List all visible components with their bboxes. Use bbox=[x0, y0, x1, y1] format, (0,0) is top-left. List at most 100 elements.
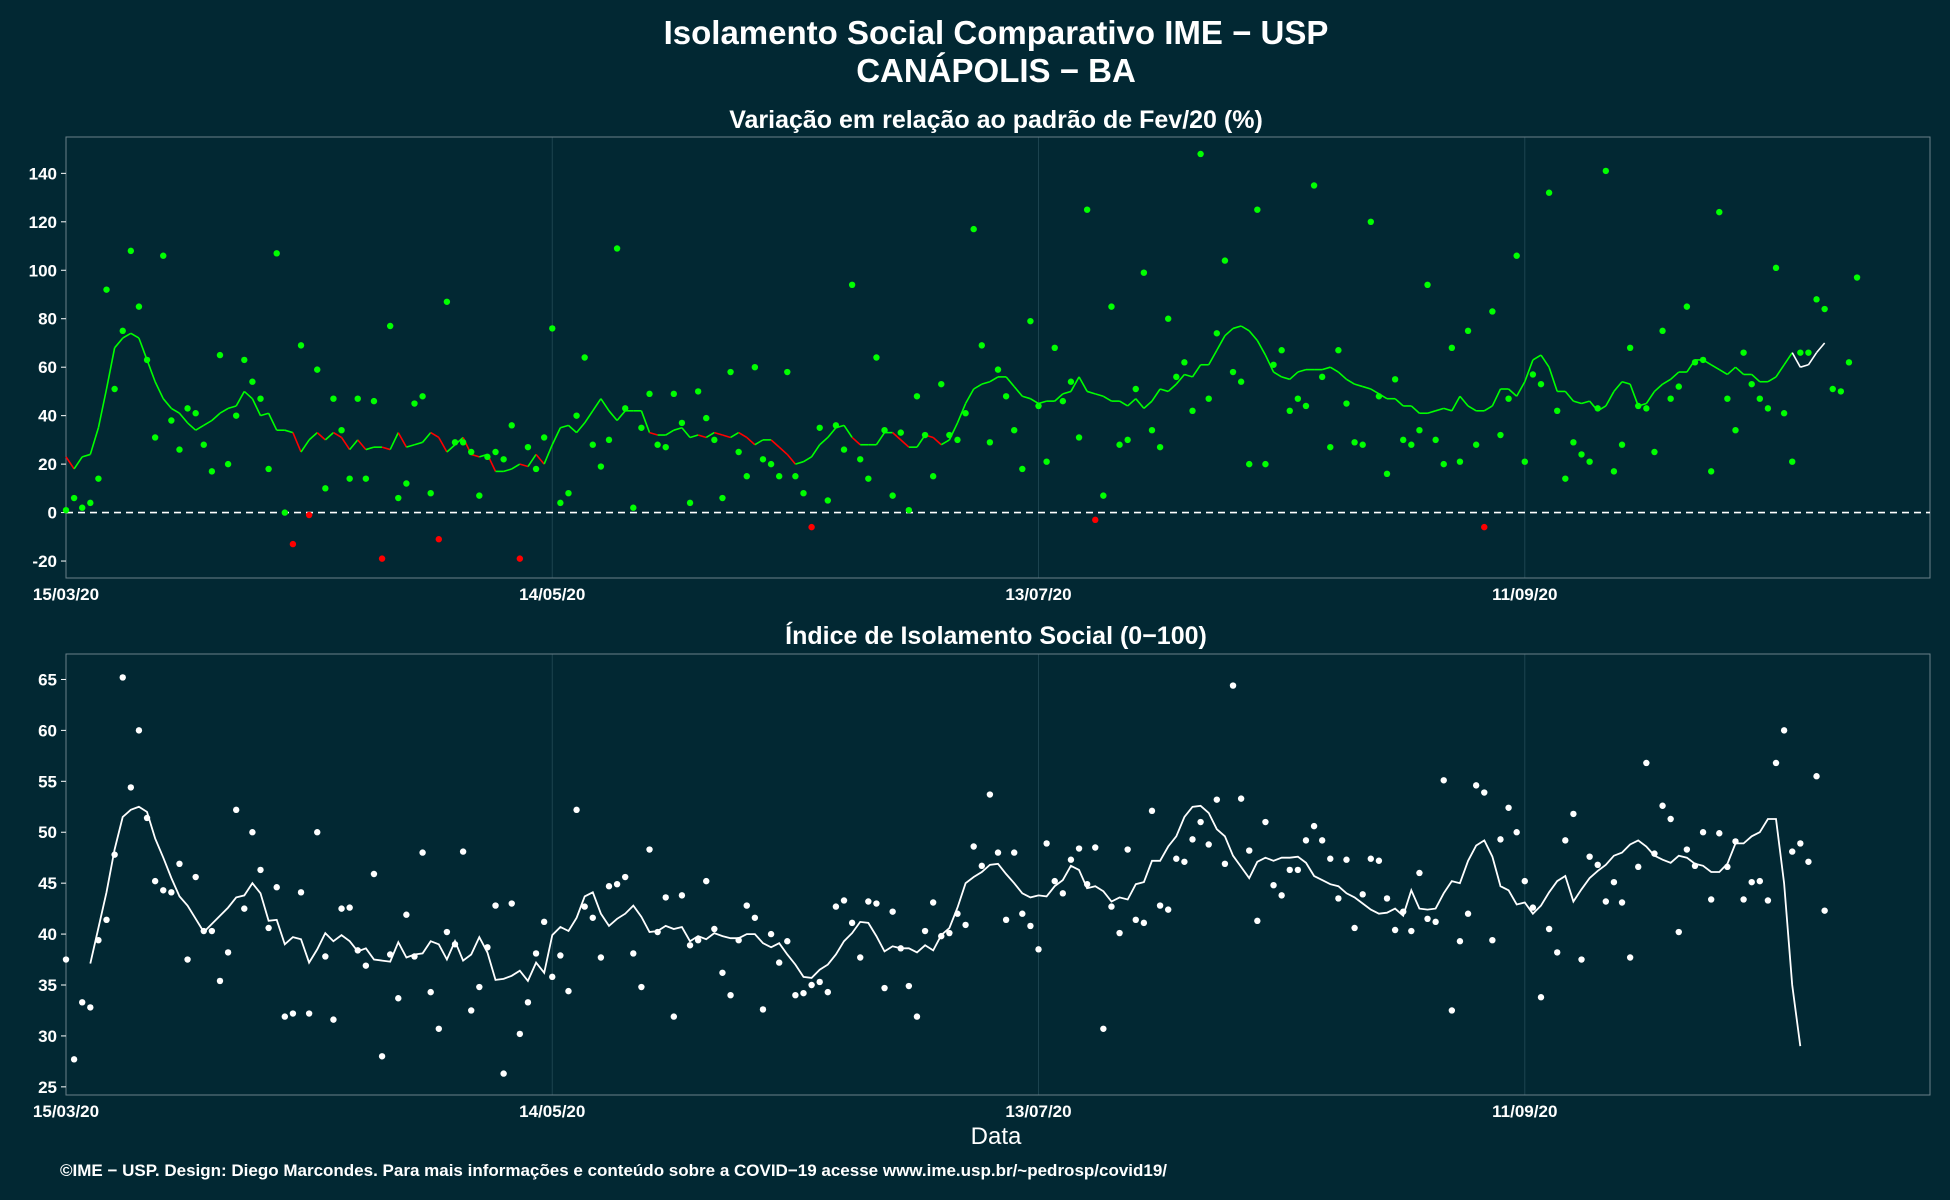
moving-average-segment bbox=[219, 407, 229, 414]
data-point bbox=[322, 485, 329, 492]
data-point bbox=[160, 252, 167, 259]
data-point bbox=[1659, 327, 1666, 335]
data-point bbox=[1075, 845, 1083, 852]
moving-average-segment bbox=[519, 463, 529, 468]
moving-average-segment bbox=[843, 424, 853, 438]
data-point bbox=[1594, 405, 1601, 412]
data-point bbox=[573, 412, 580, 419]
moving-average-segment bbox=[543, 444, 553, 465]
moving-average-segment bbox=[649, 431, 658, 436]
data-point bbox=[395, 494, 402, 502]
data-point bbox=[127, 247, 135, 255]
data-point bbox=[1829, 385, 1836, 393]
data-point bbox=[792, 991, 799, 999]
y-tick-label: 55 bbox=[38, 772, 57, 791]
moving-average-segment bbox=[1467, 405, 1477, 412]
moving-average-segment bbox=[187, 422, 197, 431]
data-point bbox=[743, 473, 750, 480]
moving-average-segment bbox=[673, 427, 683, 431]
moving-average-segment bbox=[770, 439, 780, 448]
moving-average-segment bbox=[1281, 376, 1290, 381]
data-point bbox=[1481, 789, 1488, 796]
moving-average-segment bbox=[1532, 354, 1542, 361]
data-point bbox=[1383, 895, 1391, 902]
moving-average-segment bbox=[1013, 386, 1023, 397]
data-point bbox=[1189, 836, 1196, 843]
data-point bbox=[1780, 410, 1788, 417]
data-point bbox=[95, 475, 102, 482]
data-point bbox=[751, 363, 759, 371]
data-point bbox=[95, 936, 102, 944]
moving-average-segment bbox=[1540, 354, 1550, 368]
data-point bbox=[1051, 344, 1058, 352]
main-subtitle: CANÁPOLIS − BA bbox=[856, 52, 1136, 89]
moving-average-segment bbox=[1726, 366, 1737, 376]
data-point bbox=[1132, 916, 1139, 924]
data-point bbox=[1732, 426, 1739, 434]
data-point bbox=[540, 434, 548, 441]
data-point bbox=[1497, 431, 1504, 439]
data-point bbox=[549, 325, 556, 332]
data-point bbox=[1156, 443, 1164, 451]
moving-average-segment bbox=[292, 432, 302, 453]
moving-average-segment bbox=[1256, 340, 1267, 356]
moving-average-segment bbox=[956, 403, 967, 424]
data-point bbox=[476, 983, 483, 991]
data-point bbox=[1545, 925, 1553, 933]
y-tick-label: 45 bbox=[38, 874, 57, 893]
data-point bbox=[1108, 903, 1115, 910]
moving-average-segment bbox=[105, 347, 116, 390]
moving-average-segment bbox=[1054, 393, 1064, 402]
data-point bbox=[1699, 356, 1707, 364]
data-point bbox=[1318, 373, 1326, 381]
data-point bbox=[1764, 405, 1772, 412]
moving-average-segment bbox=[1508, 388, 1518, 397]
data-point bbox=[1610, 468, 1618, 475]
moving-average-segment bbox=[430, 431, 440, 439]
data-point bbox=[1643, 405, 1650, 412]
y-tick-label: 30 bbox=[38, 1027, 57, 1046]
data-point bbox=[1318, 837, 1326, 844]
data-point bbox=[87, 1004, 94, 1011]
data-point bbox=[443, 298, 451, 305]
data-point bbox=[889, 908, 896, 915]
data-point bbox=[1626, 954, 1634, 961]
y-tick-label: 100 bbox=[29, 261, 57, 280]
moving-average-segment bbox=[1800, 364, 1809, 368]
data-point bbox=[1635, 402, 1642, 410]
moving-average-segment bbox=[357, 439, 367, 451]
data-point bbox=[800, 989, 807, 997]
data-point bbox=[1254, 917, 1261, 925]
moving-average-segment bbox=[1216, 335, 1226, 351]
data-point bbox=[694, 388, 702, 395]
moving-average-segment bbox=[235, 391, 245, 407]
moving-average-segment bbox=[1613, 381, 1623, 392]
moving-average-segment bbox=[251, 398, 262, 416]
data-point bbox=[686, 499, 694, 507]
moving-average-segment bbox=[900, 439, 910, 448]
moving-average-segment bbox=[1662, 378, 1672, 385]
data-point bbox=[1659, 802, 1666, 809]
data-point bbox=[565, 987, 572, 995]
moving-average-segment bbox=[567, 424, 578, 434]
data-point bbox=[711, 436, 718, 444]
data-point bbox=[1537, 380, 1545, 388]
data-point bbox=[889, 492, 896, 499]
data-point bbox=[824, 988, 832, 996]
data-point bbox=[508, 900, 515, 907]
data-point bbox=[403, 911, 410, 918]
data-point bbox=[1521, 877, 1528, 885]
data-point bbox=[1805, 349, 1812, 356]
data-point bbox=[913, 1013, 921, 1020]
data-point bbox=[792, 473, 799, 480]
moving-average-segment bbox=[1524, 359, 1534, 383]
moving-average-segment bbox=[551, 427, 562, 446]
data-point bbox=[1594, 861, 1601, 869]
data-point bbox=[1578, 451, 1585, 458]
data-point bbox=[784, 368, 791, 376]
data-point bbox=[897, 429, 904, 436]
data-point bbox=[111, 385, 118, 393]
data-point bbox=[735, 448, 742, 456]
data-point bbox=[1229, 368, 1237, 376]
data-point bbox=[1562, 475, 1569, 482]
